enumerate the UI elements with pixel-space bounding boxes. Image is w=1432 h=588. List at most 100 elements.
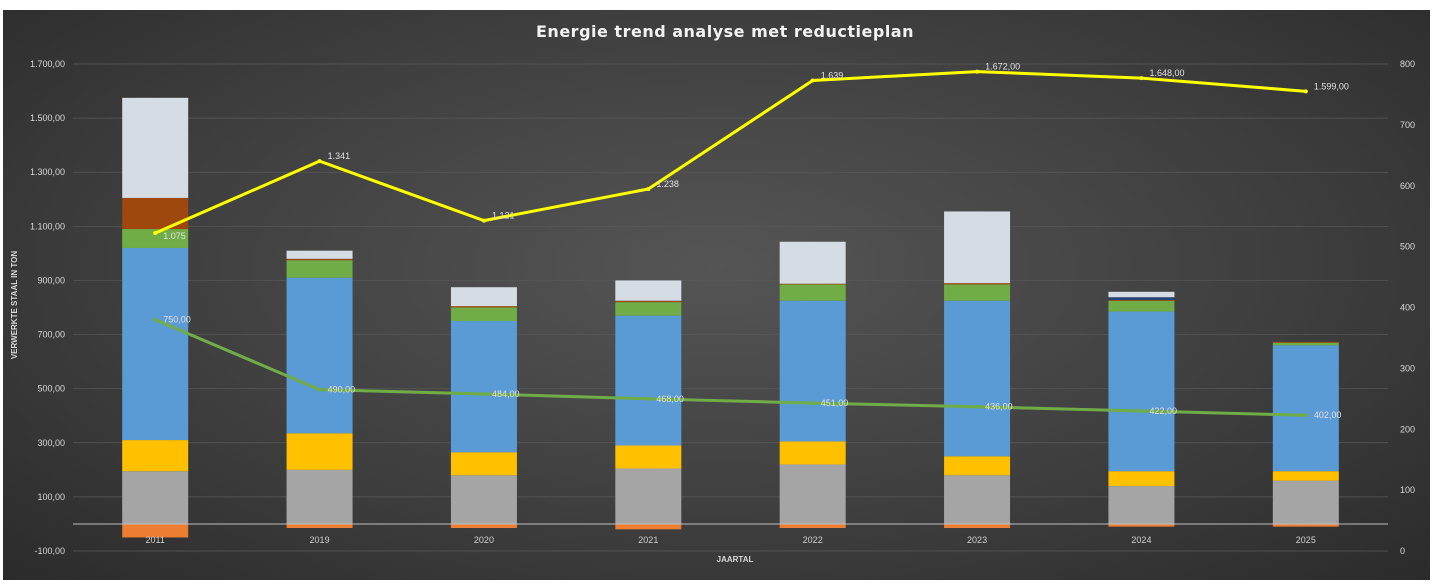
line-data-label: 1.599,00 (1314, 81, 1349, 91)
bar-segment-light (286, 250, 353, 259)
bar-segment-orange (450, 523, 517, 529)
line-data-label: 1.238 (656, 179, 679, 189)
line-data-label: 451,00 (821, 398, 849, 408)
x-tick-label: 2019 (310, 535, 330, 545)
bar-segment-brown (779, 283, 846, 285)
line-data-label: 1.341 (328, 151, 351, 161)
bar-segment-blue (450, 321, 517, 453)
line-data-label: 468,00 (656, 394, 684, 404)
bar-segment-gray (944, 475, 1011, 524)
bar-segment-gold (1108, 471, 1175, 487)
bar-segment-orange (615, 523, 682, 530)
bar-segment-gray (779, 464, 846, 524)
bar-segment-gold (286, 433, 353, 470)
bar-segment-blue (122, 247, 189, 441)
bar-segment-green (122, 229, 189, 248)
y-tick-label: 1.100,00 (30, 221, 65, 231)
bar-segment-blue (779, 300, 846, 442)
bar-segment-orange (944, 523, 1011, 529)
line-point (1139, 408, 1144, 413)
bar-segment-gold (779, 441, 846, 465)
chart-card: Energie trend analyse met reductieplan 1… (3, 10, 1430, 580)
y-tick-label: 500,00 (37, 384, 65, 394)
bar-segment-blue (944, 300, 1011, 457)
line-data-label: 750,00 (163, 315, 191, 325)
x-tick-label: 2025 (1296, 535, 1316, 545)
bar-segment-orange (779, 523, 846, 529)
y2-tick-label: 700 (1400, 120, 1415, 130)
x-tick-label: 2011 (146, 535, 165, 545)
line-data-label: 484,00 (492, 389, 520, 399)
bar-segment-navy (1108, 297, 1175, 300)
y2-tick-label: 200 (1400, 424, 1415, 434)
bar-segment-brown (1272, 341, 1339, 343)
bar-segment-green (286, 260, 353, 278)
bar-segment-gold (944, 456, 1011, 476)
bar-segment-gold (122, 440, 189, 472)
bar-segment-brown (615, 300, 682, 303)
line-point (317, 159, 322, 164)
line-point (317, 387, 322, 392)
bar-segment-brown (1108, 299, 1175, 301)
bar-segment-gold (1272, 471, 1339, 481)
line-data-label: 1.672,00 (985, 62, 1020, 72)
bar-segment-light (122, 97, 189, 198)
x-tick-label: 2024 (1131, 535, 1151, 545)
axis-labels: 1.700,00 1.500,00 1.300,00 1.100,00 900,00 70… (30, 59, 1415, 556)
bar-segment-orange (286, 523, 353, 529)
x-axis-title: JAARTAL (717, 555, 754, 564)
bar-segment-light (615, 280, 682, 301)
y-tick-label: 1.300,00 (30, 167, 65, 177)
line-series-line_green (154, 318, 1306, 417)
bar-segment-orange (1108, 523, 1175, 527)
chart-svg: Energie trend analyse met reductieplan 1… (10, 22, 1415, 564)
line-data-label: 422,00 (1149, 406, 1177, 416)
stacked-bars (122, 97, 1339, 538)
line-point (153, 231, 158, 236)
line-data-label: 1.075 (163, 231, 186, 241)
y-tick-label: 300,00 (37, 438, 65, 448)
y-tick-label: 900,00 (37, 275, 65, 285)
bar-segment-brown (286, 258, 353, 261)
y2-tick-label: 400 (1400, 303, 1415, 313)
line-data-label: 1.648,00 (1149, 68, 1184, 78)
line-point (975, 69, 980, 74)
y2-tick-label: 100 (1400, 485, 1415, 495)
line-data-label: 402,00 (1314, 410, 1342, 420)
line-point (481, 218, 486, 223)
bar-segment-green (615, 302, 682, 316)
bar-segment-gray (615, 468, 682, 524)
line-point (646, 186, 651, 191)
bar-segment-brown (450, 306, 517, 308)
line-series: 1.075 1.341 1.121 1.238 1.639 1.672,00 1.648,0… (153, 62, 1349, 420)
bar-segment-green (1272, 342, 1339, 346)
bar-segment-blue (615, 315, 682, 446)
y-axis-title: VERWERKTE STAAL IN TON (10, 251, 19, 360)
y-tick-label: 1.500,00 (30, 113, 65, 123)
chart-title: Energie trend analyse met reductieplan (536, 22, 914, 41)
bar-segment-gray (450, 475, 517, 524)
line-point (646, 396, 651, 401)
y-tick-label: 1.700,00 (30, 59, 65, 69)
bar-segment-light (944, 211, 1011, 284)
bar-segment-green (779, 284, 846, 301)
y2-tick-label: 600 (1400, 181, 1415, 191)
bar-segment-gray (122, 471, 189, 524)
bar-segment-gold (450, 452, 517, 476)
bar-segment-orange (1272, 523, 1339, 527)
line-point (153, 317, 158, 322)
y2-tick-label: 300 (1400, 363, 1415, 373)
y2-tick-label: 0 (1400, 546, 1405, 556)
line-data-label: 1.121 (492, 211, 515, 221)
bar-segment-gray (1272, 480, 1339, 524)
bar-segment-blue (1108, 311, 1175, 472)
bar-segment-gray (1108, 486, 1175, 524)
bar-segment-green (944, 284, 1011, 301)
x-tick-label: 2022 (803, 535, 823, 545)
bar-segment-blue (1272, 345, 1339, 472)
bar-segment-orange (122, 523, 189, 538)
bar-segment-gold (615, 445, 682, 469)
y-tick-label: 700,00 (37, 330, 65, 340)
line-series-line_yellow (154, 70, 1306, 235)
x-tick-label: 2023 (967, 535, 987, 545)
